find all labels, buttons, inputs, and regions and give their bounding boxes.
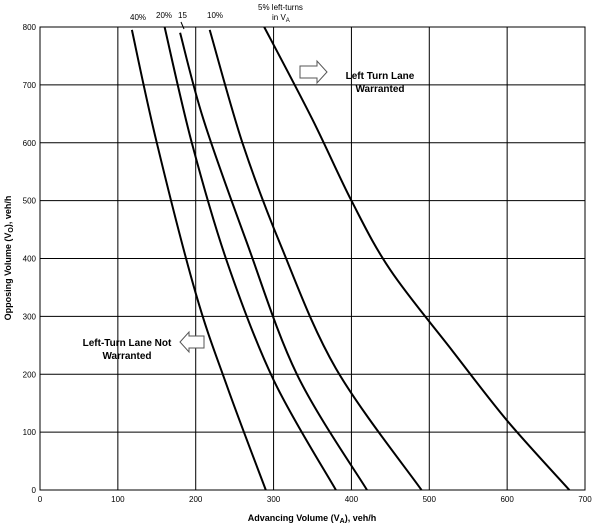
y-axis-title: Opposing Volume (VO), veh/h: [3, 196, 15, 321]
series-line-20: [163, 26, 337, 491]
x-tick-label: 300: [267, 495, 281, 504]
series-curves: [130, 26, 571, 491]
annotation-not-warranted: Left-Turn Lane Not Warranted: [83, 330, 205, 362]
arrow-left-icon: [179, 330, 205, 354]
curve-label-5-line1: 5% left-turns: [258, 3, 303, 12]
series-line-15: [179, 32, 368, 491]
series-line-40: [130, 29, 267, 491]
annotation-warranted-line2: Warranted: [355, 84, 404, 95]
curve-label-20: 20%: [156, 11, 172, 20]
curve-label-5-line2: in VA: [272, 13, 290, 24]
x-tick-label: 400: [345, 495, 359, 504]
y-tick-label: 0: [32, 486, 37, 495]
annotation-not-warranted-line2: Warranted: [102, 351, 151, 362]
curve-labels: 40% 20% 15 10% 5% left-turns in VA: [130, 3, 303, 30]
curve-label-10: 10%: [207, 11, 223, 20]
y-tick-label: 400: [23, 255, 37, 264]
annotation-warranted-line1: Left Turn Lane: [346, 71, 415, 82]
x-tick-label: 100: [111, 495, 125, 504]
x-tick-label: 500: [423, 495, 437, 504]
curve-label-40: 40%: [130, 13, 146, 22]
arrow-right-icon: [299, 59, 328, 85]
x-tick-label: 200: [189, 495, 203, 504]
x-axis-title: Advancing Volume (VA), veh/h: [248, 513, 376, 525]
series-line-10: [208, 29, 423, 491]
y-tick-label: 500: [23, 197, 37, 206]
y-axis-ticks: 0 100 200 300 400 500 600 700 800: [23, 23, 37, 495]
y-tick-label: 700: [23, 81, 37, 90]
y-tick-label: 800: [23, 23, 37, 32]
y-tick-label: 200: [23, 370, 37, 379]
curve-label-15: 15: [178, 11, 187, 20]
annotation-not-warranted-line1: Left-Turn Lane Not: [83, 338, 172, 349]
y-tick-label: 300: [23, 312, 37, 321]
series-line-5-left-turns-in-v: [263, 26, 571, 491]
x-tick-label: 700: [578, 495, 592, 504]
y-tick-label: 600: [23, 139, 37, 148]
curve-label-15-leader: [180, 21, 185, 30]
y-tick-label: 100: [23, 428, 37, 437]
x-tick-label: 600: [500, 495, 514, 504]
x-axis-ticks: 0 100 200 300 400 500 600 700: [38, 495, 592, 504]
annotation-warranted: Left Turn Lane Warranted: [299, 59, 415, 95]
grid: [40, 27, 585, 490]
x-tick-label: 0: [38, 495, 43, 504]
